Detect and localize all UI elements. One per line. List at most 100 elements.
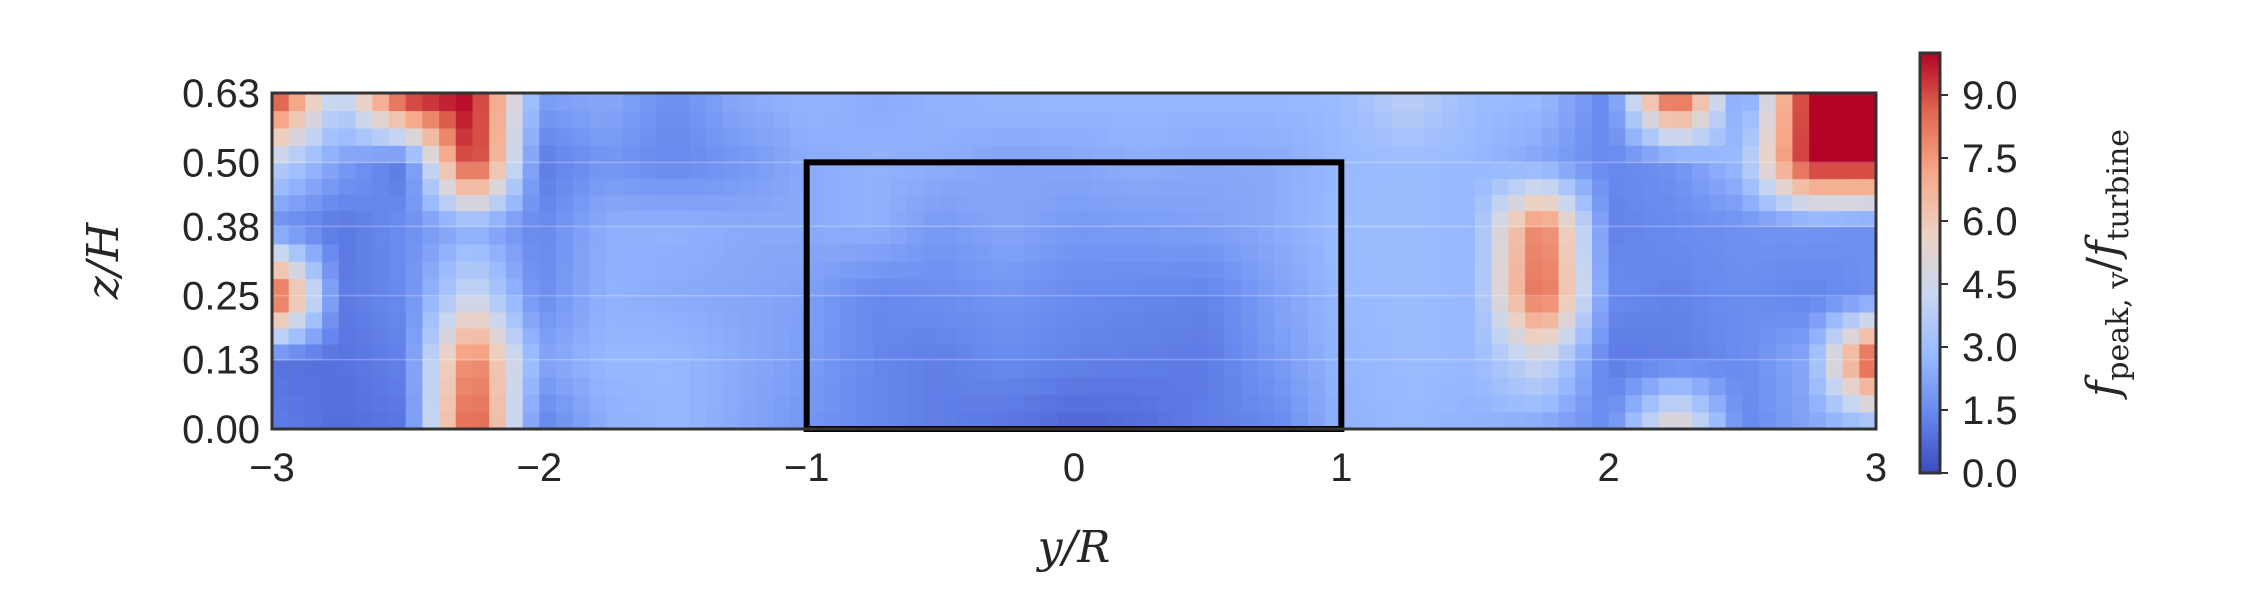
- field-cell: [1625, 243, 1643, 262]
- field-cell: [556, 93, 574, 112]
- field-cell: [1074, 343, 1092, 361]
- field-cell: [1742, 311, 1760, 329]
- field-cell: [338, 210, 357, 228]
- field-cell: [639, 311, 658, 329]
- field-cell: [906, 243, 925, 262]
- field-cell: [1575, 295, 1593, 313]
- field-cell: [673, 93, 691, 112]
- field-cell: [1307, 145, 1326, 164]
- field-cell: [1291, 210, 1309, 228]
- field-cell: [906, 226, 925, 245]
- field-cell: [706, 226, 724, 245]
- field-cell: [739, 243, 758, 262]
- field-cell: [422, 343, 440, 361]
- field-cell: [1441, 93, 1460, 112]
- field-cell: [1007, 178, 1025, 196]
- field-cell: [1809, 261, 1827, 280]
- field-cell: [773, 210, 791, 228]
- field-cell: [990, 327, 1008, 345]
- field-cell: [1608, 311, 1627, 329]
- field-cell: [1408, 377, 1426, 396]
- field-cell: [622, 311, 641, 329]
- field-cell: [1441, 394, 1460, 413]
- field-cell: [1508, 178, 1526, 196]
- field-cell: [1859, 377, 1876, 396]
- field-cell: [1391, 343, 1409, 361]
- colorbar-tick-label: 6.0: [1962, 200, 2018, 244]
- field-cell: [1274, 226, 1293, 245]
- field-cell: [1508, 243, 1526, 262]
- field-cell: [505, 194, 524, 212]
- field-cell: [673, 226, 691, 245]
- field-cell: [756, 311, 775, 329]
- field-cell: [288, 343, 307, 361]
- field-cell: [489, 411, 507, 429]
- field-cell: [1140, 377, 1159, 396]
- field-cell: [923, 394, 942, 413]
- field-cell: [1391, 145, 1409, 164]
- field-cell: [1207, 127, 1226, 146]
- field-cell: [1207, 278, 1226, 297]
- field-cell: [806, 295, 825, 313]
- field-cell: [1307, 226, 1326, 245]
- field-cell: [1809, 377, 1827, 396]
- field-cell: [639, 327, 658, 345]
- field-cell: [1074, 210, 1092, 228]
- field-cell: [455, 93, 474, 112]
- field-cell: [723, 210, 741, 228]
- field-cell: [1675, 377, 1694, 396]
- field-cell: [1608, 210, 1627, 228]
- field-cell: [1759, 93, 1777, 112]
- field-cell: [1775, 327, 1794, 345]
- field-cell: [1575, 110, 1593, 129]
- field-cell: [388, 145, 407, 164]
- x-tick-label: 3: [1865, 446, 1887, 490]
- field-cell: [1692, 411, 1710, 429]
- field-cell: [1040, 110, 1059, 129]
- field-cell: [455, 178, 474, 196]
- field-cell: [940, 226, 958, 245]
- field-cell: [1508, 210, 1526, 228]
- field-cell: [1508, 278, 1526, 297]
- field-cell: [1742, 178, 1760, 196]
- colorbar-gradient: [1918, 51, 1942, 475]
- field-cell: [823, 278, 841, 297]
- field-cell: [622, 343, 641, 361]
- field-cell: [1307, 278, 1326, 297]
- field-cell: [1057, 110, 1075, 129]
- field-cell: [439, 394, 457, 413]
- field-cell: [1341, 394, 1359, 413]
- field-cell: [606, 243, 624, 262]
- field-cell: [1825, 162, 1844, 180]
- field-cell: [706, 210, 724, 228]
- field-cell: [1675, 359, 1694, 378]
- field-cell: [1324, 327, 1343, 345]
- field-cell: [1341, 127, 1359, 146]
- field-cell: [990, 110, 1008, 129]
- field-cell: [1341, 411, 1359, 429]
- field-cell: [1725, 327, 1744, 345]
- field-cell: [773, 311, 791, 329]
- field-cell: [1508, 343, 1526, 361]
- field-cell: [823, 295, 841, 313]
- field-cell: [288, 261, 307, 280]
- field-cell: [1157, 327, 1176, 345]
- field-cell: [539, 110, 557, 129]
- field-cell: [1608, 145, 1627, 164]
- field-cell: [1675, 327, 1694, 345]
- field-cell: [606, 327, 624, 345]
- field-cell: [1341, 194, 1359, 212]
- field-cell: [388, 411, 407, 429]
- field-cell: [973, 93, 992, 112]
- field-cell: [656, 110, 674, 129]
- field-cell: [723, 311, 741, 329]
- field-cell: [288, 295, 307, 313]
- field-cell: [940, 311, 958, 329]
- field-cell: [539, 93, 557, 112]
- field-cell: [1708, 127, 1727, 146]
- field-cell: [1825, 359, 1844, 378]
- field-cell: [372, 145, 390, 164]
- field-cell: [1224, 377, 1242, 396]
- field-cell: [789, 127, 808, 146]
- field-cell: [489, 295, 507, 313]
